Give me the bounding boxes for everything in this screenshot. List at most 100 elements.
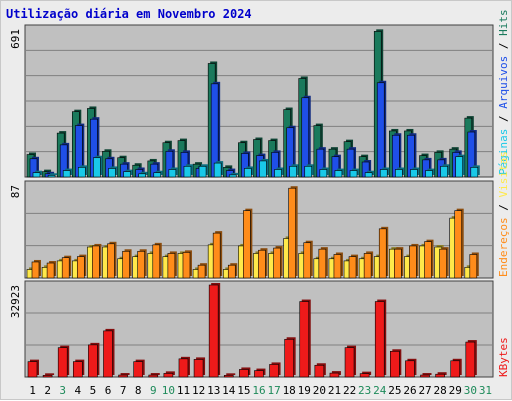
kbytes-bar-15-face (239, 369, 249, 378)
kbytes-bar-20-face (314, 364, 325, 378)
kbytes-bar-12 (193, 357, 206, 378)
x-tick-day-21: 21 (328, 384, 341, 397)
kbytes-bar-13 (208, 283, 221, 378)
paginas-bar-13-face (213, 162, 222, 178)
enderecos-bar-29-face (454, 210, 463, 279)
legend-text: Páginas / Arquivos / Hits (497, 9, 510, 175)
paginas-bar-22-face (349, 170, 358, 178)
paginas-bar-4-face (77, 167, 86, 178)
paginas-bar-1 (32, 170, 42, 178)
enderecos-bar-26-face (409, 245, 417, 279)
kbytes-bar-1-face (27, 361, 38, 378)
x-tick-day-22: 22 (343, 384, 356, 397)
kbytes-bar-18 (284, 337, 296, 378)
paginas-bar-25-face (395, 169, 403, 178)
kbytes-bar-19-face (299, 301, 310, 378)
x-tick-day-1: 1 (29, 384, 36, 397)
paginas-bar-17-face (274, 169, 282, 178)
kbytes-bar-23 (359, 371, 372, 378)
kbytes-bar-7-face (118, 374, 128, 378)
enderecos-bar-1-face (31, 261, 40, 279)
kbytes-bar-26-face (405, 360, 415, 378)
x-tick-day-11: 11 (177, 384, 190, 397)
kbytes-bar-28-face (435, 373, 445, 378)
kbytes-bar-10 (163, 371, 175, 378)
legend-paginas: Páginas (497, 129, 510, 175)
kbytes-bar-2 (42, 373, 55, 378)
enderecos-bar-11 (182, 250, 192, 279)
paginas-bar-15 (244, 166, 254, 178)
paginas-bar-10 (168, 167, 178, 178)
paginas-bar-12 (198, 164, 209, 178)
paginas-bar-8-shadow (140, 171, 148, 175)
enderecos-bar-4 (76, 254, 87, 279)
kbytes-bar-24 (374, 299, 387, 378)
kbytes-bar-29-face (450, 360, 461, 378)
enderecos-bar-16 (258, 248, 268, 279)
x-tick-day-26: 26 (403, 384, 416, 397)
kbytes-bar-26 (405, 358, 417, 378)
kbytes-bar-27-face (420, 374, 430, 378)
kbytes-bar-5-face (88, 344, 98, 378)
enderecos-bar-9-face (152, 244, 161, 279)
kbytes-bar-18-face (284, 338, 294, 378)
paginas-bar-14-face (228, 174, 237, 178)
kbytes-bar-14-face (223, 375, 234, 378)
kbytes-bar-23-shadow (362, 371, 372, 375)
kbytes-bar-16-face (254, 370, 264, 378)
ymax-label-3: 32923 (9, 285, 22, 318)
x-tick-day-12: 12 (192, 384, 205, 397)
x-tick-day-19: 19 (298, 384, 311, 397)
x-tick-day-13: 13 (207, 384, 220, 397)
kbytes-bar-4-face (72, 361, 83, 378)
enderecos-bar-21-face (333, 254, 342, 279)
paginas-bar-18-face (289, 165, 297, 178)
enderecos-bar-10 (167, 251, 177, 279)
paginas-bar-7 (123, 169, 133, 178)
x-tick-day-4: 4 (75, 384, 82, 397)
x-tick-day-20: 20 (313, 384, 326, 397)
paginas-bar-19-face (304, 165, 313, 178)
paginas-bar-26 (410, 167, 420, 178)
kbytes-bar-23-face (359, 373, 370, 378)
paginas-bar-5 (93, 155, 103, 178)
kbytes-bar-25 (390, 349, 402, 378)
kbytes-bar-28-shadow (437, 372, 447, 375)
kbytes-bar-7-shadow (120, 373, 130, 375)
enderecos-bar-28-face (439, 248, 447, 279)
paginas-bar-17 (274, 167, 284, 178)
kbytes-bar-22 (344, 345, 357, 378)
x-tick-day-6: 6 (105, 384, 112, 397)
enderecos-bar-14 (227, 263, 238, 279)
enderecos-bar-24 (378, 226, 389, 279)
enderecos-bar-17-face (273, 247, 281, 279)
kbytes-bar-5 (88, 342, 100, 378)
kbytes-bar-2-face (42, 375, 53, 378)
paginas-bar-21 (334, 168, 344, 178)
enderecos-bar-30 (469, 252, 479, 279)
kbytes-bar-28 (435, 372, 447, 378)
paginas-bar-23 (364, 170, 375, 178)
paginas-bar-10-face (168, 169, 177, 178)
enderecos-bar-19-face (303, 242, 312, 279)
enderecos-bar-5-face (92, 245, 100, 279)
kbytes-bar-27-shadow (422, 373, 432, 375)
legend-arquivos: Arquivos (497, 56, 510, 109)
paginas-bar-23-face (364, 172, 373, 178)
legend-sep: / (497, 36, 510, 56)
paginas-bar-28-face (440, 165, 448, 178)
paginas-bar-3 (62, 168, 73, 178)
enderecos-bar-23-face (363, 253, 372, 279)
chart-title: Utilização diária em Novembro 2024 (6, 7, 252, 21)
paginas-bar-11 (183, 164, 193, 178)
enderecos-bar-20 (318, 247, 328, 279)
paginas-bar-27-face (425, 170, 433, 178)
enderecos-bar-2-face (46, 262, 55, 279)
x-tick-day-23: 23 (358, 384, 371, 397)
x-tick-day-28: 28 (434, 384, 447, 397)
enderecos-bar-17 (273, 246, 283, 279)
enderecos-bar-18 (288, 186, 298, 279)
enderecos-bar-14-face (227, 264, 236, 279)
legend-visitas: Visitas (497, 151, 510, 197)
